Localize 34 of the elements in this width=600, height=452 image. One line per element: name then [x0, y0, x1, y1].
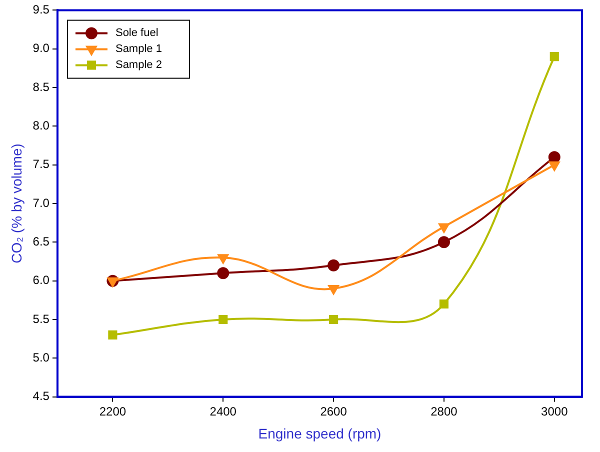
point [328, 259, 340, 272]
x-tick-label: 2600 [320, 404, 348, 418]
y-tick-label: 6.5 [32, 234, 50, 248]
y-tick-label: 5.0 [32, 350, 50, 364]
x-tick-label: 3000 [541, 404, 568, 418]
point [439, 299, 449, 309]
y-tick-label: 9.5 [32, 2, 50, 17]
y-tick-label: 8.5 [32, 80, 50, 94]
point [438, 223, 450, 233]
x-tick-label: 2200 [99, 404, 126, 418]
point [218, 254, 228, 264]
point [107, 277, 118, 287]
x-tick-label: 2800 [430, 404, 458, 418]
y-tick-label: 5.5 [32, 312, 50, 326]
x-axis-title: Engine speed (rpm) [258, 425, 382, 442]
point [329, 314, 338, 324]
legend-label: Sample 2 [115, 59, 162, 72]
y-tick-label: 4.5 [32, 389, 50, 404]
x-tick-label: 2400 [210, 404, 237, 418]
y-tick-label: 8.0 [32, 118, 50, 132]
point [438, 236, 450, 248]
y-tick-label: 9.0 [32, 41, 50, 56]
point [218, 314, 228, 324]
point [549, 161, 560, 171]
y-tick-label: 7.0 [32, 196, 50, 210]
legend-label: Sole fuel [115, 27, 158, 40]
y-tick-label: 6.0 [32, 273, 50, 288]
y-tick-label: 7.5 [32, 157, 50, 172]
y-axis-title: CO₂ (% by volume) [8, 144, 24, 264]
point [217, 267, 230, 280]
legend-label: Sample 1 [115, 43, 162, 56]
point [108, 330, 118, 340]
point [328, 285, 339, 295]
point [550, 52, 559, 62]
